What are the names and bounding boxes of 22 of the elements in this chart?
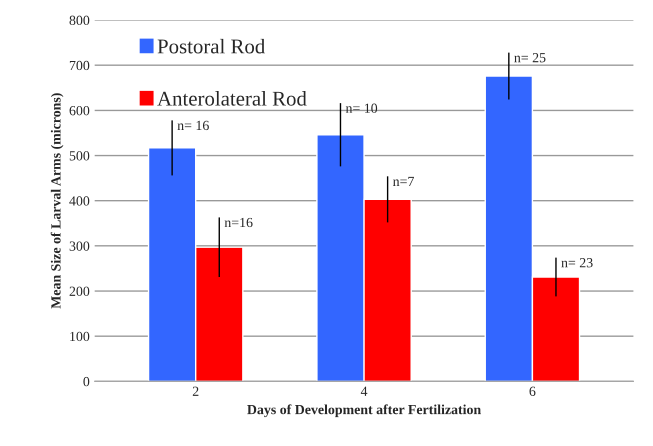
annotation: n= 16	[177, 120, 209, 130]
x-tick-label: 2	[192, 386, 198, 396]
annotation: n= 10	[346, 104, 378, 113]
annotation: n= 23	[561, 258, 593, 268]
y-tick-label: 400	[69, 196, 90, 206]
y-tick-label: 500	[70, 151, 90, 160]
x-tick-label: 4	[360, 386, 368, 396]
legend-label: Anterolateral Rod	[157, 91, 307, 106]
y-tick-label: 300	[70, 241, 90, 251]
y-tick-label: 200	[70, 286, 90, 296]
x-tick-label: 6	[530, 386, 536, 396]
y-tick-label: 800	[70, 16, 90, 26]
annotation: n=7	[392, 176, 414, 186]
y-tick-label: 0	[83, 376, 90, 386]
annotation: n=16	[224, 218, 253, 228]
y-tick-label: 100	[70, 332, 90, 342]
y-tick-label: 600	[70, 106, 90, 116]
annotation: n= 25	[514, 53, 546, 62]
legend-label: Postoral Rod	[158, 38, 266, 54]
x-axis-title: Days of Development after Fertilization	[247, 404, 481, 418]
y-tick-label: 700	[70, 60, 90, 70]
y-axis-title: Mean Size of Larval Arms (microns)	[50, 93, 64, 309]
